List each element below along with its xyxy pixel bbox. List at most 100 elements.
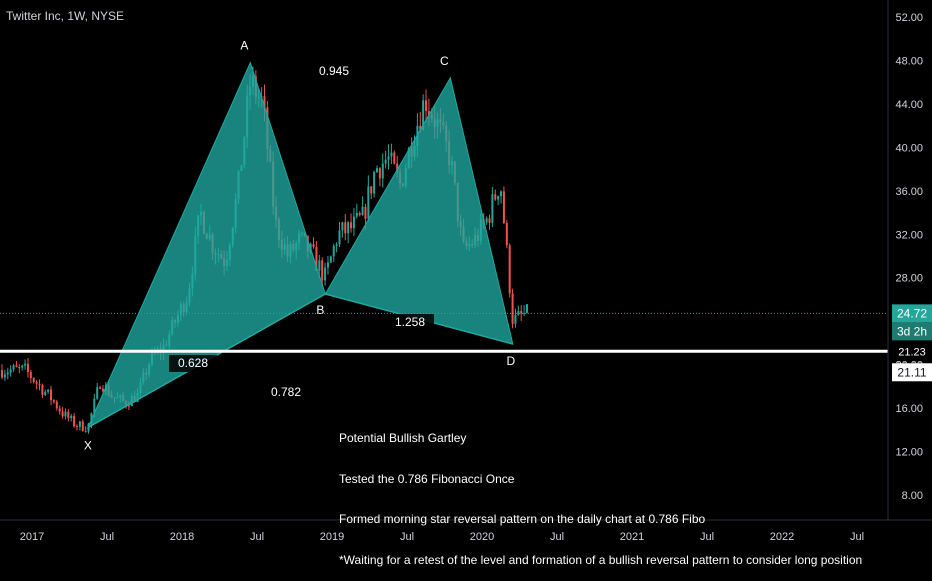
candle-body (511, 293, 514, 324)
time-tick-label: 2017 (20, 531, 44, 543)
candle-body (355, 212, 358, 217)
candle-body (373, 172, 376, 194)
candle-body (324, 267, 327, 281)
candle-body (381, 163, 384, 179)
candle-body (67, 411, 70, 419)
time-tick-label: Jul (550, 531, 564, 543)
ratio-label: 1.258 (395, 315, 425, 329)
level-price-tag: 21.11 (897, 365, 926, 379)
candle-body (326, 262, 329, 268)
candle-body (81, 421, 84, 431)
candle-body (24, 363, 27, 366)
price-tick-label: 36.00 (895, 186, 923, 198)
candle-body (500, 191, 503, 197)
countdown-value: 3d 2h (897, 324, 927, 338)
candle-body (61, 411, 64, 417)
time-tick-label: Jul (100, 531, 114, 543)
candle-body (99, 387, 102, 389)
candle-body (73, 415, 76, 427)
candle-body (44, 391, 47, 395)
current-price-value: 24.72 (897, 306, 927, 320)
candle-body (315, 247, 318, 271)
note-line-4: *Waiting for a retest of the level and f… (339, 552, 863, 567)
note-line-2: Tested the 0.786 Fibonacci Once (339, 471, 515, 486)
candle-body (358, 212, 361, 216)
candle-body (494, 194, 497, 200)
candle-body (84, 430, 87, 432)
candle-body (26, 363, 29, 372)
time-tick-label: Jul (250, 531, 264, 543)
ratio-label: 0.945 (319, 64, 349, 78)
pattern-point-b: B (316, 303, 324, 317)
candle-body (76, 426, 78, 428)
ratio-label-bg (310, 63, 358, 80)
level-price-bg (892, 344, 932, 358)
candle-body (15, 365, 18, 367)
time-tick-label: 2018 (170, 531, 194, 543)
candle-body (376, 168, 378, 173)
candle-body (514, 314, 517, 324)
current-price-badge (892, 304, 932, 323)
candle-body (517, 311, 520, 315)
level-price-tag-bg (892, 363, 932, 382)
candle-body (9, 369, 12, 373)
pattern-point-a: A (240, 39, 248, 53)
candle-body (47, 389, 50, 392)
time-tick-label: Jul (400, 531, 414, 543)
candle-body (32, 378, 35, 382)
candle-body (1, 370, 3, 378)
candle-body (396, 163, 399, 173)
price-tick-label: 40.00 (895, 142, 923, 154)
candle-body (497, 196, 500, 200)
candle-body (312, 244, 315, 248)
candle-body (364, 206, 367, 219)
candle-body (41, 385, 44, 395)
candle-body (332, 245, 335, 257)
candle-body (55, 401, 58, 409)
countdown-badge (892, 322, 932, 341)
candle-body (344, 222, 347, 234)
candle-body (35, 381, 38, 384)
candle-body (38, 383, 41, 386)
candle-body (29, 371, 32, 379)
price-tick-label: 28.00 (895, 273, 923, 285)
candle-body (488, 218, 491, 223)
candle-body (352, 216, 355, 229)
time-tick-label: 2019 (320, 531, 344, 543)
candle-body (393, 152, 396, 164)
candle-body (335, 244, 338, 246)
candle-body (425, 100, 428, 112)
pattern-point-d: D (506, 354, 515, 368)
candle-body (93, 398, 96, 414)
candle-body (263, 96, 266, 108)
candle-body (6, 372, 9, 375)
candle-body (52, 400, 55, 402)
candle-body (419, 125, 422, 130)
candle-body (505, 222, 508, 246)
candle-body (96, 387, 99, 399)
ratio-label-bg (386, 314, 434, 331)
candle-body (64, 411, 67, 417)
candle-body (485, 218, 488, 223)
analysis-note: Potential Bullish Gartley Tested the 0.7… (339, 405, 862, 581)
candle-body (491, 194, 494, 223)
ratio-label-bg (169, 355, 217, 372)
price-tick-label: 32.00 (895, 229, 923, 241)
price-tick-label: 44.00 (895, 99, 923, 111)
candle-body (21, 365, 24, 368)
level-price-value: 21.23 (898, 346, 926, 358)
candle-body (321, 260, 324, 281)
price-chart[interactable]: X A B C D 0.628 0.945 1.258 0.782 52.00 48.00 44.00… (0, 0, 932, 550)
candle-body (101, 388, 104, 392)
candle-body (384, 159, 387, 164)
price-tick-label: 12.00 (895, 447, 923, 459)
candle-body (318, 260, 321, 271)
candle-body (427, 111, 430, 115)
candle-body (12, 365, 15, 370)
candle-body (508, 245, 511, 294)
ratio-label: 0.782 (271, 385, 301, 399)
time-tick-label: 2021 (620, 531, 644, 543)
candle-body (338, 230, 341, 245)
candle-body (387, 156, 390, 160)
candle-body (367, 186, 370, 219)
